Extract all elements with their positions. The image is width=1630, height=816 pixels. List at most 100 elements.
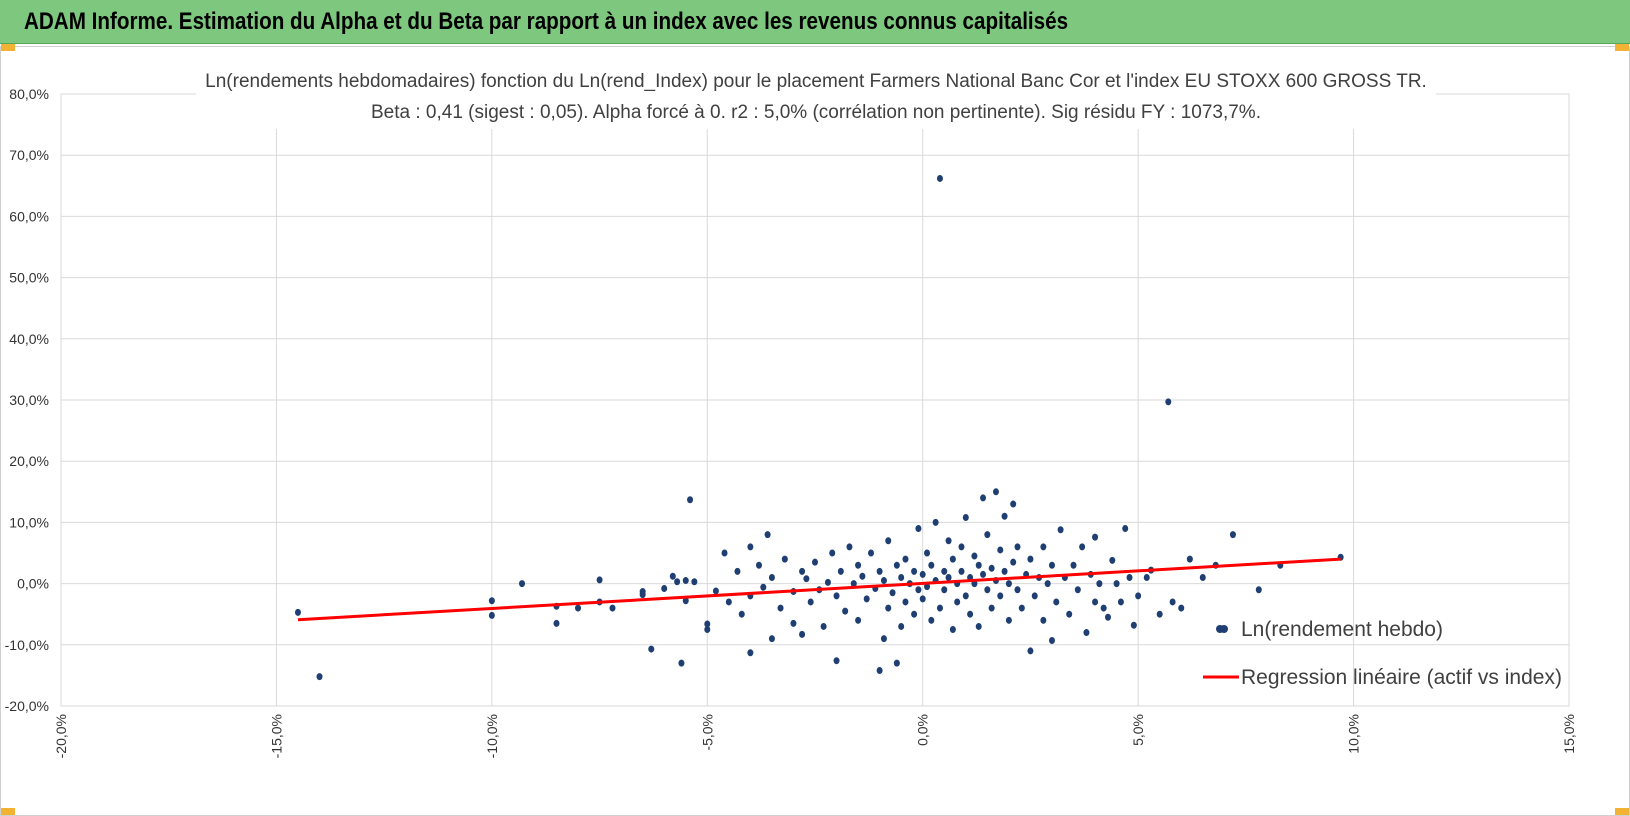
- scatter-point: [855, 561, 862, 569]
- scatter-point: [980, 570, 987, 578]
- gridlines: [60, 93, 1570, 707]
- scatter-point: [755, 561, 762, 569]
- scatter-point: [760, 583, 767, 591]
- scatter-point: [777, 604, 784, 612]
- scatter-point: [958, 567, 965, 575]
- scatter-point: [1229, 531, 1236, 539]
- scatter-point: [1010, 500, 1017, 508]
- x-tick-label: -20,0%: [53, 714, 69, 758]
- scatter-point: [704, 626, 711, 633]
- scatter-point: [712, 587, 719, 595]
- scatter-point: [1135, 592, 1142, 600]
- scatter-point: [1018, 604, 1025, 612]
- scatter-point: [885, 537, 892, 545]
- scatter-point: [661, 584, 668, 592]
- scatter-point: [1031, 592, 1038, 600]
- scatter-point: [1027, 555, 1034, 563]
- scatter-point: [1001, 512, 1008, 520]
- scatter-point: [941, 567, 948, 575]
- scatter-point: [880, 577, 887, 585]
- scatter-point: [1100, 604, 1107, 612]
- scatter-point: [488, 597, 495, 605]
- scatter-point: [1169, 598, 1176, 606]
- scatter-point: [488, 611, 495, 619]
- scatter-point: [781, 555, 788, 563]
- corner-handle-bottom-left: [1, 808, 15, 815]
- scatter-point: [1126, 573, 1133, 581]
- scatter-point: [1044, 580, 1051, 588]
- scatter-point: [1010, 558, 1017, 566]
- scatter-point: [911, 610, 918, 618]
- axis-ticks: -20,0% -10,0% 0,0% 10,0% 20,0% 30,0% 40,0% 50,0…: [5, 86, 1577, 758]
- scatter-point: [1165, 398, 1172, 406]
- x-tick-label: 0,0%: [915, 714, 931, 746]
- corner-handle-top-left: [1, 44, 15, 51]
- scatter-point: [893, 659, 900, 667]
- scatter-point: [997, 592, 1004, 600]
- y-tick-label: 20,0%: [9, 453, 49, 469]
- x-tick-label: -10,0%: [484, 714, 500, 758]
- scatter-point: [725, 598, 732, 606]
- scatter-point: [962, 592, 969, 600]
- scatter-point: [868, 549, 875, 557]
- scatter-point: [1255, 586, 1262, 594]
- scatter-point: [687, 496, 694, 504]
- scatter-point: [721, 549, 728, 557]
- scatter-point: [678, 659, 685, 667]
- scatter-point: [1005, 616, 1012, 624]
- scatter-point: [294, 608, 301, 616]
- scatter-point: [1040, 616, 1047, 624]
- scatter-point: [648, 645, 655, 653]
- y-tick-label: 40,0%: [9, 331, 49, 347]
- scatter-point: [1109, 556, 1116, 564]
- chart-title-line-2: Beta : 0,41 (sigest : 0,05). Alpha forcé…: [371, 102, 1261, 123]
- scatter-point: [898, 573, 905, 581]
- scatter-point: [967, 610, 974, 618]
- scatter-point: [876, 667, 883, 675]
- scatter-point: [859, 572, 866, 580]
- scatter-point: [1053, 598, 1060, 606]
- scatter-point: [902, 598, 909, 606]
- scatter-point: [738, 610, 745, 618]
- scatter-point: [928, 561, 935, 569]
- y-tick-label: -10,0%: [5, 637, 49, 653]
- scatter-point: [936, 604, 943, 612]
- scatter-point: [1074, 586, 1081, 594]
- scatter-point: [855, 616, 862, 624]
- scatter-point: [902, 555, 909, 563]
- y-tick-label: 10,0%: [9, 514, 49, 530]
- scatter-point: [812, 558, 818, 566]
- scatter-point: [833, 592, 840, 600]
- scatter-point: [682, 577, 689, 585]
- scatter-point: [1092, 598, 1099, 606]
- scatter-point: [880, 635, 887, 643]
- scatter-point: [1199, 573, 1206, 581]
- scatter-point: [1178, 604, 1185, 612]
- chart-title-background: [196, 63, 1436, 129]
- chart-title-line-1: Ln(rendements hebdomadaires) fonction du…: [205, 71, 1427, 92]
- scatter-point: [928, 616, 935, 624]
- scatter-point: [824, 578, 831, 586]
- scatter-point: [919, 595, 926, 603]
- corner-handle-top-right: [1615, 44, 1629, 51]
- scatter-point: [898, 622, 905, 630]
- scatter-point: [975, 561, 982, 569]
- scatter-point: [971, 552, 978, 560]
- scatter-point: [962, 514, 969, 522]
- scatter-point: [984, 531, 991, 539]
- scatter-point: [949, 555, 956, 563]
- scatter-point: [674, 578, 681, 586]
- x-tick-label: 10,0%: [1346, 714, 1362, 754]
- x-tick-label: -15,0%: [268, 714, 284, 758]
- scatter-point: [734, 567, 741, 575]
- scatter-point: [915, 586, 922, 594]
- scatter-point: [924, 583, 931, 591]
- scatter-point: [553, 619, 560, 627]
- scatter-point: [1113, 580, 1120, 588]
- scatter-point: [1096, 580, 1103, 588]
- legend-label-regression: Regression linéaire (actif vs index): [1241, 666, 1562, 689]
- scatter-point: [1083, 629, 1090, 637]
- x-tick-label: 15,0%: [1561, 714, 1577, 754]
- scatter-point: [1040, 543, 1047, 551]
- scatter-point: [958, 543, 965, 551]
